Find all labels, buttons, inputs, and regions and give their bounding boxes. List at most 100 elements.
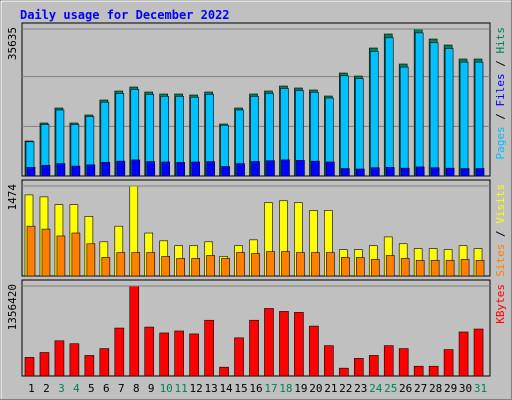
x-tick-label: 6	[103, 382, 110, 395]
bar	[430, 260, 440, 277]
bar	[368, 355, 379, 377]
bar	[383, 345, 394, 377]
legend-separator: /	[494, 224, 507, 244]
bar	[249, 319, 259, 377]
bar	[131, 252, 141, 277]
bar	[69, 343, 80, 377]
bar	[326, 161, 335, 177]
bar	[176, 258, 185, 277]
bar	[24, 357, 35, 377]
bar	[26, 225, 36, 277]
x-tick-label: 12	[190, 382, 203, 395]
bar	[311, 252, 320, 277]
x-tick-label: 1	[28, 382, 35, 395]
x-tick-label: 24	[369, 382, 383, 395]
x-tick-label: 11	[175, 382, 188, 395]
x-tick-label: 29	[444, 382, 457, 395]
bar	[281, 251, 290, 277]
legend-separator: /	[494, 107, 507, 127]
bar	[385, 167, 395, 177]
bar	[159, 332, 170, 377]
x-tick-label: 15	[234, 382, 247, 395]
bar	[161, 256, 171, 277]
x-tick-label: 9	[148, 382, 155, 395]
bar	[116, 252, 126, 277]
bar	[54, 340, 65, 377]
bar	[146, 252, 156, 277]
x-tick-label: 2	[43, 382, 50, 395]
bar	[443, 349, 454, 377]
bar	[415, 166, 425, 177]
bar	[475, 260, 485, 277]
bar	[191, 258, 200, 277]
bar	[369, 51, 379, 177]
legend-entry: KBytes	[494, 284, 507, 324]
bar	[354, 78, 364, 177]
bar	[116, 160, 126, 177]
bar	[131, 159, 141, 177]
x-tick-label: 16	[249, 382, 262, 395]
bar	[341, 168, 350, 177]
bar	[251, 161, 260, 177]
x-tick-label: 31	[474, 382, 487, 395]
bar	[129, 285, 140, 377]
bar	[26, 167, 36, 177]
bar	[221, 258, 230, 277]
bar	[353, 358, 364, 377]
bar	[204, 319, 214, 377]
bar	[86, 243, 96, 277]
x-tick-label: 20	[309, 382, 322, 395]
bar	[370, 259, 380, 277]
bar	[428, 365, 439, 377]
bar	[400, 167, 410, 177]
bar	[355, 257, 365, 277]
bar	[251, 253, 260, 277]
bar	[460, 168, 470, 177]
bar	[101, 257, 111, 277]
bar	[340, 75, 349, 177]
y-tick-label: 35635	[6, 27, 19, 60]
bar	[114, 327, 125, 377]
bar	[384, 37, 394, 177]
bar	[370, 167, 380, 177]
bar	[400, 258, 410, 277]
bar	[206, 255, 215, 277]
bar	[309, 325, 319, 377]
legend-separator: /	[494, 54, 507, 74]
bar	[279, 311, 289, 377]
x-tick-label: 26	[399, 382, 412, 395]
bar	[206, 161, 215, 177]
bar	[56, 235, 66, 277]
x-tick-label: 10	[160, 382, 173, 395]
bar	[146, 161, 156, 177]
legend-entry: Files	[494, 73, 507, 106]
legend: KBytes	[494, 284, 507, 324]
bar	[415, 260, 425, 277]
bar	[473, 328, 484, 377]
bar	[414, 32, 424, 177]
bar	[71, 232, 81, 277]
bar	[41, 164, 51, 177]
x-tick-label: 3	[58, 382, 65, 395]
x-tick-label: 7	[118, 382, 125, 395]
x-tick-label: 30	[459, 382, 472, 395]
bar	[56, 163, 66, 177]
bar	[191, 161, 200, 177]
bar	[324, 345, 334, 377]
bar	[398, 348, 409, 377]
bar	[236, 252, 245, 277]
x-tick-label: 28	[429, 382, 442, 395]
bar	[326, 252, 335, 277]
x-tick-label: 27	[414, 382, 427, 395]
x-tick-label: 8	[133, 382, 140, 395]
y-tick-label: 1474	[6, 184, 19, 211]
bar	[430, 167, 440, 177]
bar	[86, 164, 96, 177]
bar	[144, 326, 155, 377]
legend-entry: Pages	[494, 126, 507, 159]
bar	[339, 367, 349, 377]
bar	[296, 252, 305, 277]
legend-entry: Sites	[494, 244, 507, 277]
y-tick-label: 1356420	[6, 284, 19, 330]
